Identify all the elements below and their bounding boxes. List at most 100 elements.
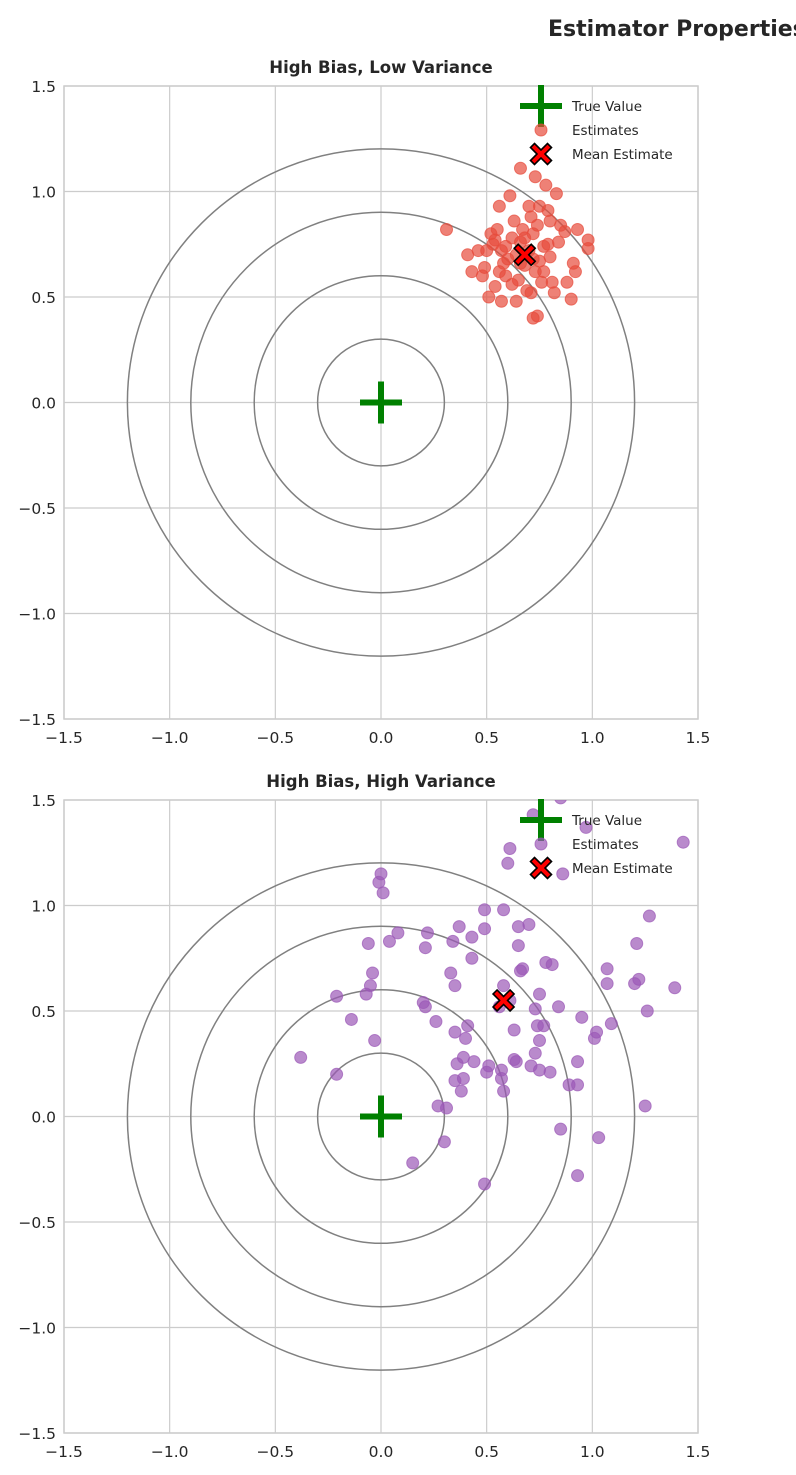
estimate-point [488,279,502,293]
legend-label: Estimates [572,837,639,853]
estimate-point [528,1002,542,1016]
x-tick-label: −1.0 [151,729,189,747]
target-ring [253,274,509,531]
estimate-point [600,977,614,991]
estimate-point [564,292,578,306]
legend-estimates-icon [534,837,548,851]
target-ring [253,988,509,1245]
estimate-point [590,1025,604,1039]
estimate-point [366,966,380,980]
y-tick-label: 0.0 [31,1109,56,1127]
estimate-point [545,275,559,289]
estimate-point [552,235,566,249]
estimate-point [503,189,517,203]
estimate-point [549,187,563,201]
estimate-point [530,218,544,232]
target-ring [190,211,572,594]
estimate-point [503,842,517,856]
estimate-point [492,199,506,213]
y-tick-label: −0.5 [18,1214,56,1232]
estimate-point [560,275,574,289]
subplot-2: −1.5−1.5 −1.0 −1.0 −0.5 −0.5 0.0 0.0 0.5 0.5 1.0 1… [18,772,710,1461]
estimate-point [490,222,504,236]
estimate-point [478,260,492,274]
estimate-point [533,987,546,1001]
estimate-point [330,1067,344,1081]
estimate-point [344,1012,358,1026]
estimate-point [406,1156,420,1170]
estimate-point [552,1000,566,1014]
estimate-point [448,979,462,993]
estimate-point [543,1065,557,1079]
y-tick-label: 1.5 [31,792,56,810]
legend-true-value-icon [520,85,562,127]
legend: True Value Estimates Mean Estimate [520,85,673,166]
estimate-point [558,225,572,239]
estimate-point [418,1000,432,1014]
estimate-point [497,903,511,917]
estimate-point [528,170,542,184]
estimate-point [537,1019,551,1033]
legend-label: Estimates [572,123,639,139]
estimate-point [543,250,557,264]
estimate-point [501,856,515,870]
estimate-point [505,277,519,291]
estimate-point [482,290,496,304]
figure-title: Estimator Properties [548,17,796,42]
plot-area [126,148,636,657]
estimate-point [571,1078,585,1092]
y-tick-label: 0.5 [31,1003,56,1021]
x-tick-label: 1.0 [580,729,605,747]
legend-label: Mean Estimate [572,147,673,163]
estimate-point [497,1084,511,1098]
x-tick-label: 1.5 [686,1443,711,1461]
estimate-point [363,979,377,993]
legend-mean-estimate-icon [529,142,553,166]
estimate-point [554,800,567,805]
estimate-point [541,203,555,217]
estimate-point [420,926,434,940]
estimate-point [294,1050,308,1064]
estimate-point [668,981,682,995]
estimate-point [497,979,511,993]
estimate-point [448,1025,462,1039]
estimate-point [539,178,553,192]
estimate-point [600,962,614,976]
y-tick-label: −1.0 [18,606,56,624]
y-tick-label: −1.0 [18,1320,56,1338]
estimate-point [632,972,646,986]
estimate-point [581,241,595,255]
estimate-point [330,989,344,1003]
mean-estimate-marker [513,243,537,267]
estimate-point [530,309,544,323]
legend-true-value-icon [520,799,562,841]
x-tick-label: 0.0 [369,729,394,747]
estimate-point [571,222,585,236]
estimate-point [478,903,492,917]
x-tick-label: 1.0 [580,1443,605,1461]
estimate-point [437,1135,451,1149]
target-ring [126,148,636,657]
legend-estimates-icon [534,123,548,137]
subplot-1: −1.5−1.5 −1.0 −1.0 −0.5 −0.5 0.0 0.0 0.5 0.5 1.0 1… [18,58,710,747]
estimate-point [533,1034,546,1048]
estimate-point [518,231,532,245]
estimate-point [513,161,527,175]
subplot-title: High Bias, Low Variance [269,58,492,77]
x-tick-label: −0.5 [257,729,295,747]
estimate-point [440,222,454,236]
estimate-point [465,930,479,944]
estimate-point [579,820,593,834]
estimate-point [533,1063,546,1077]
estimate-point [511,939,525,953]
estimate-point [507,1023,521,1037]
plot-area [126,800,690,1371]
axes-frame [63,799,699,1434]
estimate-point [482,1059,496,1073]
estimate-point [604,1017,618,1031]
x-tick-label: −1.0 [151,1443,189,1461]
estimate-point [374,867,388,881]
target-ring [190,925,572,1308]
y-tick-label: 1.5 [31,78,56,96]
y-tick-label: −1.5 [18,711,56,729]
